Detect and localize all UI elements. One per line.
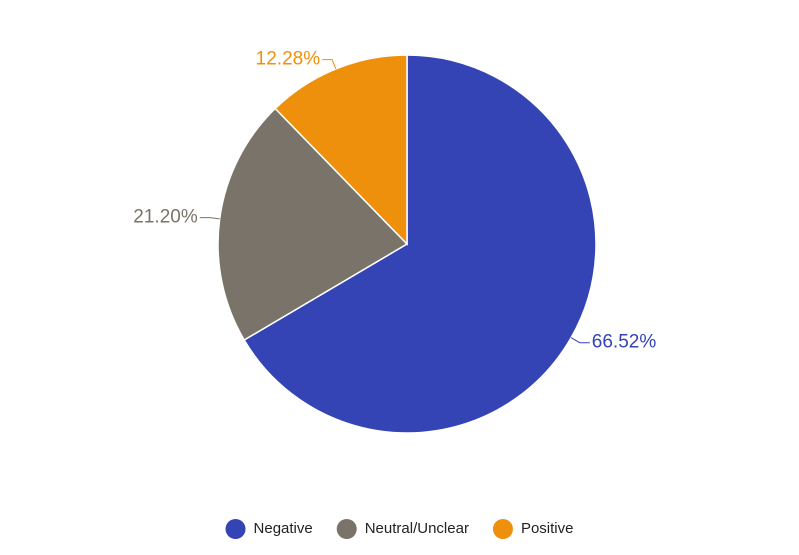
leader-line (322, 59, 337, 70)
pie-slice (217, 107, 409, 342)
legend-label: Positive (521, 520, 574, 537)
legend-label: Negative (254, 520, 313, 537)
pie-slice (243, 54, 597, 434)
legend: Negative Neutral/Unclear Positive (225, 519, 574, 539)
legend-marker (336, 519, 357, 539)
legend-label: Neutral/Unclear (365, 520, 469, 537)
data-label: 21.20% (133, 207, 198, 228)
data-label: 66.52% (592, 332, 657, 353)
leader-line (199, 217, 220, 220)
pie-slice (274, 54, 408, 246)
legend-marker (492, 519, 513, 539)
leader-line (570, 337, 590, 344)
data-label: 12.28% (256, 49, 321, 70)
legend-marker (225, 519, 246, 539)
